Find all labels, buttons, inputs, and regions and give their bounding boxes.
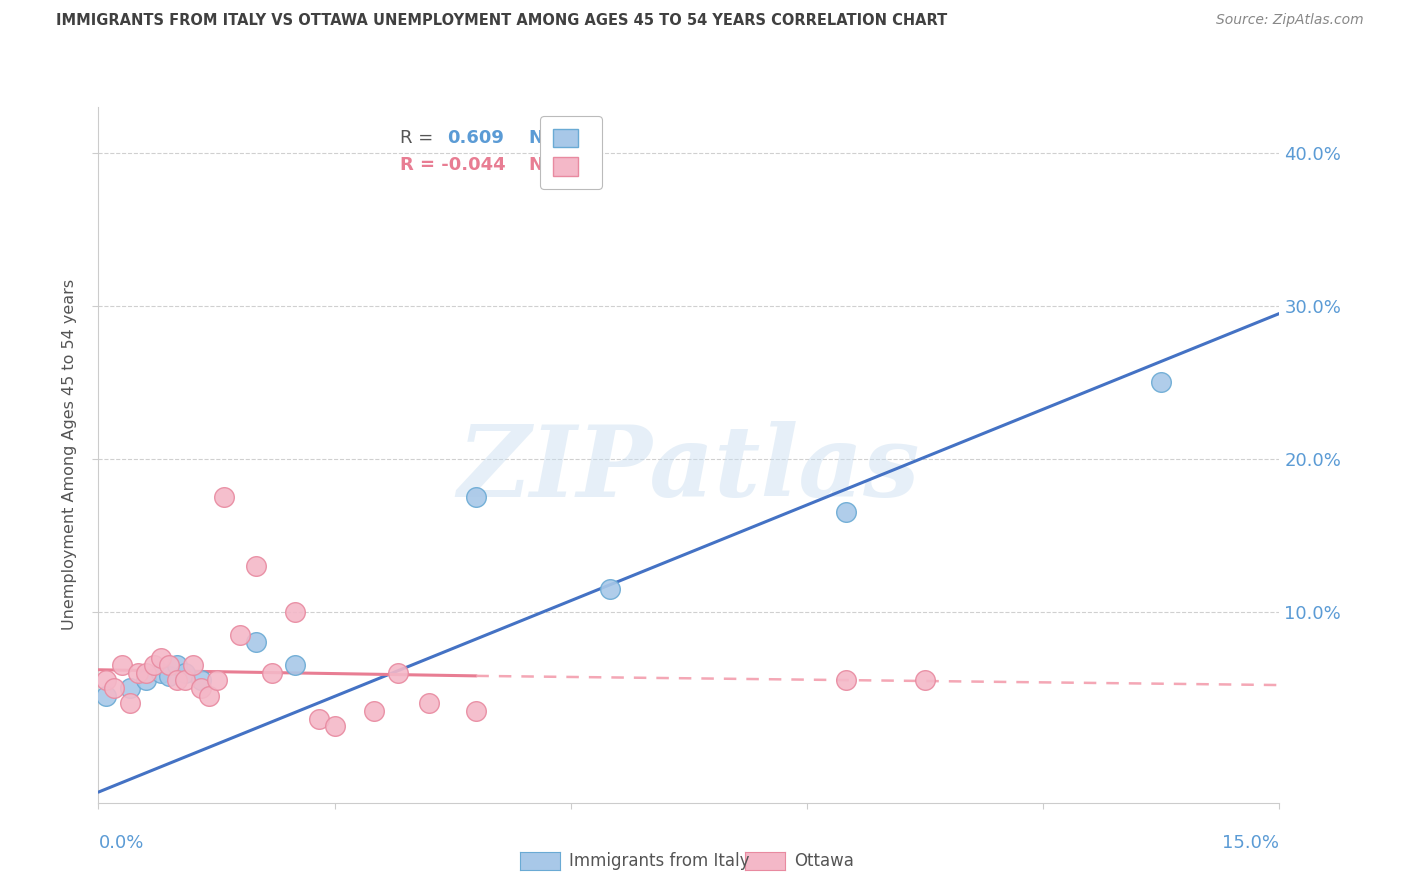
Point xyxy=(157,658,180,673)
Point xyxy=(229,627,252,641)
Text: 0.609: 0.609 xyxy=(447,129,503,147)
Point xyxy=(363,704,385,718)
Point xyxy=(197,689,219,703)
Point xyxy=(150,650,173,665)
Point xyxy=(835,673,858,688)
Point xyxy=(190,681,212,695)
Point xyxy=(245,635,267,649)
Text: 15.0%: 15.0% xyxy=(1222,834,1279,852)
Point xyxy=(96,673,118,688)
Point xyxy=(118,681,141,695)
Point xyxy=(166,658,188,673)
Text: R =: R = xyxy=(399,129,433,147)
Text: IMMIGRANTS FROM ITALY VS OTTAWA UNEMPLOYMENT AMONG AGES 45 TO 54 YEARS CORRELATI: IMMIGRANTS FROM ITALY VS OTTAWA UNEMPLOY… xyxy=(56,13,948,29)
Point xyxy=(835,505,858,519)
Text: 0.0%: 0.0% xyxy=(98,834,143,852)
Point xyxy=(135,665,157,680)
Text: ZIPatlas: ZIPatlas xyxy=(458,421,920,517)
Point xyxy=(111,658,134,673)
Point xyxy=(323,719,346,733)
Point xyxy=(1150,376,1173,390)
Point xyxy=(174,665,197,680)
Y-axis label: Unemployment Among Ages 45 to 54 years: Unemployment Among Ages 45 to 54 years xyxy=(62,279,77,631)
Point xyxy=(914,673,936,688)
Legend: , : , xyxy=(540,116,602,189)
Point xyxy=(127,665,149,680)
Point xyxy=(103,681,125,695)
Text: Ottawa: Ottawa xyxy=(794,852,855,870)
Point xyxy=(142,658,165,673)
Point xyxy=(465,490,488,504)
Point xyxy=(157,669,180,683)
Point xyxy=(418,697,440,711)
Point xyxy=(166,673,188,688)
Point xyxy=(135,673,157,688)
Point xyxy=(190,673,212,688)
Text: N = 28: N = 28 xyxy=(530,156,598,175)
Text: Source: ZipAtlas.com: Source: ZipAtlas.com xyxy=(1216,13,1364,28)
Point xyxy=(118,697,141,711)
Point xyxy=(284,658,307,673)
Point xyxy=(150,665,173,680)
Point xyxy=(214,490,236,504)
Point xyxy=(174,673,197,688)
Point xyxy=(96,689,118,703)
Text: Immigrants from Italy: Immigrants from Italy xyxy=(569,852,749,870)
Point xyxy=(245,558,267,573)
Point xyxy=(599,582,621,596)
Point xyxy=(205,673,228,688)
Point xyxy=(181,658,204,673)
Point xyxy=(284,605,307,619)
Text: R = -0.044: R = -0.044 xyxy=(399,156,505,175)
Text: N = 16: N = 16 xyxy=(530,129,598,147)
Point xyxy=(465,704,488,718)
Point xyxy=(308,712,330,726)
Point xyxy=(387,665,409,680)
Point xyxy=(260,665,283,680)
